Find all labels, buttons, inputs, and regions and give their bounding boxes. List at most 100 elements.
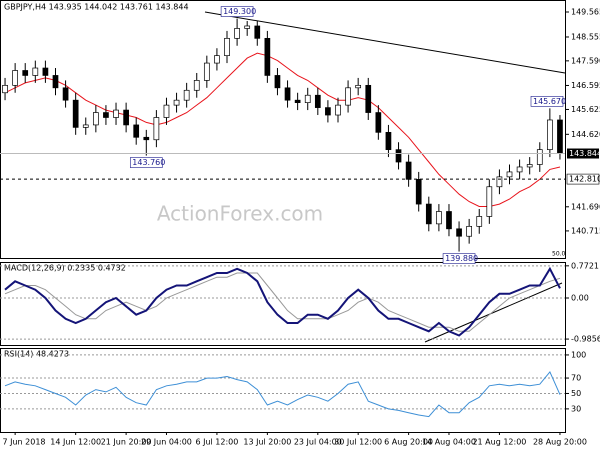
y-tick-label: 0.00 [571,294,589,303]
price-panel [0,0,566,259]
candle-body [486,186,493,217]
x-tick-label: 6 Jul 12:00 [195,438,238,447]
trend-line [204,11,566,74]
candle-body [557,119,563,154]
candle-body [284,87,291,101]
candle-body [395,149,402,163]
watermark: ActionForex.com [157,202,323,226]
y-tick-label: -0.9856 [571,335,600,344]
x-tick-label: 29 Jun 04:00 [141,438,192,447]
level-label: 142.810 [569,175,600,184]
y-tick-label: 140.715 [571,226,600,235]
candle-body [234,28,240,39]
scale-note: 50.0 [552,251,566,258]
y-tick-label: 149.565 [571,7,600,16]
x-tick-label: 23 Jul 04:00 [294,438,342,447]
candle-body [496,176,503,188]
annotation-label: 149.300 [223,7,256,16]
candle-body [415,178,422,205]
candle-body [264,37,271,76]
x-tick-label: 6 Aug 20:00 [384,438,433,447]
candle-body [476,216,483,227]
candle-body [113,109,119,118]
candle-body [103,112,109,118]
y-tick-label: 30 [571,404,581,413]
x-tick-label: 14 Jun 12:00 [50,438,101,447]
candle-body [12,70,18,86]
indicator-line [4,370,561,418]
candle-body [244,25,251,29]
annotation-label: 143.760 [132,158,165,167]
candle-body [304,94,311,104]
trend-line [424,282,563,343]
y-tick-label: 141.690 [571,202,600,211]
candle-body [314,94,321,108]
candle-body [183,89,190,101]
macd-panel [0,262,566,346]
candle-body [345,87,351,106]
annotation-box [530,96,564,107]
candle-body [516,166,523,173]
annotation-box [129,157,163,168]
candle-body [193,80,200,91]
candle-body [214,55,220,64]
y-tick-label: 148.555 [571,32,600,41]
x-tick-label: 30 Jul 12:00 [334,438,382,447]
x-tick-label: 21 Aug 12:00 [472,438,526,447]
y-tick-label: 100 [571,350,586,359]
y-tick-label: 0.7721 [571,261,599,270]
level-box [566,173,600,185]
candle-body [446,211,452,230]
candle-body [123,109,129,126]
y-tick-label: 146.595 [571,81,600,90]
candle-body [456,228,462,237]
candle-body [153,117,160,141]
annotation-label: 145.670 [533,97,566,106]
candle-body [466,225,473,237]
candle-body [506,171,513,178]
macd-title: MACD(12,26,9) 0.2335 0.4732 [4,264,126,273]
candle-body [355,84,362,89]
current-price-label: 143.844 [569,149,600,158]
rsi-title: RSI(14) 48.4273 [4,350,69,359]
annotation-box [442,253,476,264]
candle-body [274,75,281,89]
candle-body [22,70,29,76]
candle-body [436,211,442,225]
x-tick-label: 28 Aug 20:00 [533,438,587,447]
y-tick-label: 145.625 [571,105,600,114]
candle-body [375,112,382,133]
candle-body [547,119,553,151]
current-price-box [567,148,599,159]
candle-body [32,67,39,76]
annotation-box [220,6,254,17]
candle-body [294,99,301,104]
chart-title: GBPJPY,H4 143.935 144.042 143.761 143.84… [4,3,189,12]
candle-body [133,124,140,138]
candle-body [536,149,543,165]
moving-average [4,52,561,207]
candle-body [82,124,89,128]
candle-body [143,136,150,141]
candle-body [163,104,170,118]
candle-body [254,25,261,39]
y-tick-label: 147.590 [571,56,600,65]
candle-body [425,203,432,225]
candle-body [173,99,180,106]
rsi-panel [0,348,566,433]
candle-body [325,107,331,116]
candle-body [42,67,49,76]
candle-body [2,84,8,94]
candle-body [385,131,392,151]
indicator-line [4,266,561,337]
candle-body [335,104,341,116]
indicator-line [4,272,561,332]
x-tick-label: 14 Aug 04:00 [422,438,476,447]
annotation-label: 139.880 [445,254,478,263]
y-tick-label: 50 [571,389,581,398]
x-tick-label: 7 Jun 2018 [2,438,45,447]
y-tick-label: 144.620 [571,130,600,139]
y-tick-label: 70 [571,374,581,383]
x-tick-label: 21 Jun 20:00 [101,438,152,447]
